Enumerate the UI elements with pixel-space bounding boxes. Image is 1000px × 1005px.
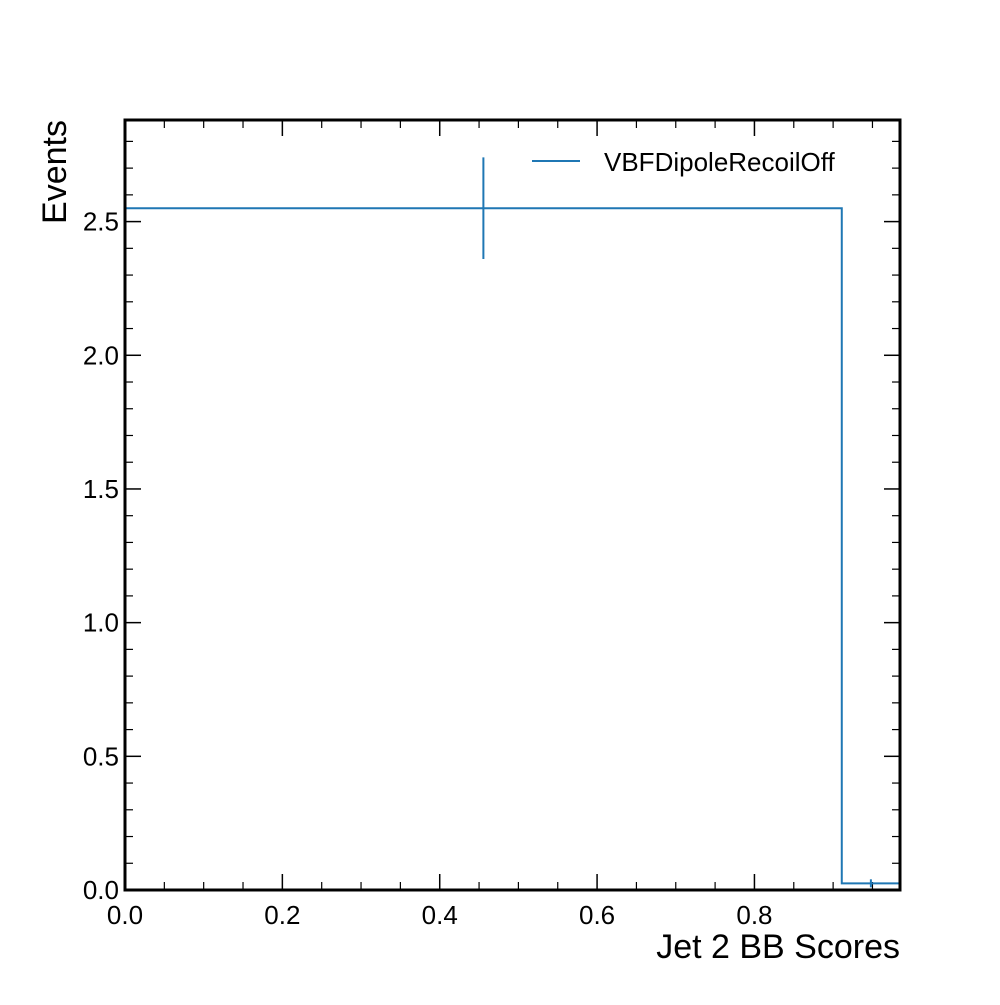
legend: VBFDipoleRecoilOff <box>532 147 836 177</box>
y-tick-label: 0.0 <box>83 875 119 905</box>
y-tick-label: 1.5 <box>83 474 119 504</box>
x-tick-label: 0.6 <box>579 900 615 930</box>
data-layer <box>125 157 900 888</box>
x-tick-label: 0.0 <box>107 900 143 930</box>
histogram-step-line <box>125 207 900 885</box>
x-tick-label: 0.2 <box>264 900 300 930</box>
y-axis-label: Events <box>36 120 74 224</box>
y-tick-label: 2.0 <box>83 340 119 370</box>
plot-frame <box>123 118 902 892</box>
ticks-layer: 0.0 0.2 0.4 0.6 0.8 0.0 0.5 1.0 1.5 2.0 2.5 <box>83 120 900 930</box>
x-tick-label: 0.8 <box>736 900 772 930</box>
y-tick-label: 2.5 <box>83 207 119 237</box>
legend-label: VBFDipoleRecoilOff <box>604 147 836 177</box>
y-tick-label: 1.0 <box>83 608 119 638</box>
x-axis-label: Jet 2 BB Scores <box>656 928 900 966</box>
x-tick-label: 0.4 <box>422 900 458 930</box>
y-tick-label: 0.5 <box>83 741 119 771</box>
